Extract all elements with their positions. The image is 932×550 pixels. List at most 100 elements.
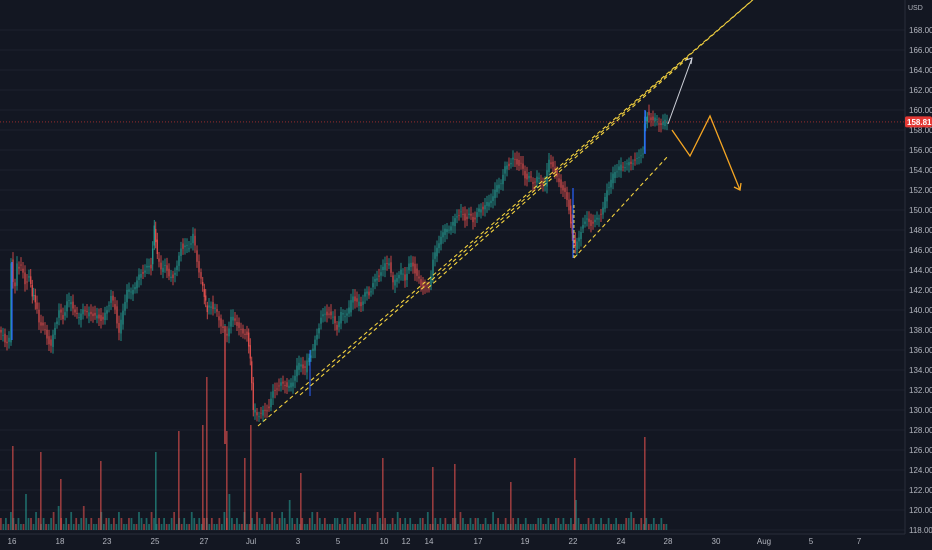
volume-bar xyxy=(188,524,191,530)
volume-bar xyxy=(434,518,437,530)
candle-body xyxy=(252,382,254,410)
candle-body xyxy=(466,216,468,220)
volume-bar xyxy=(462,518,464,530)
candle-body xyxy=(254,409,256,413)
volume-bar xyxy=(323,518,326,530)
candle-body xyxy=(50,339,52,346)
candle-body xyxy=(460,211,462,213)
candle-body xyxy=(290,382,292,388)
y-tick-label: 162.00 xyxy=(909,86,932,95)
candle-body xyxy=(52,334,54,347)
volume-bar xyxy=(331,524,334,530)
candle-body xyxy=(118,323,120,333)
candle-body xyxy=(98,314,100,319)
candle-body xyxy=(94,312,96,316)
volume-bar xyxy=(133,524,135,530)
volume-bar xyxy=(376,512,379,530)
volume-bar xyxy=(640,518,643,530)
volume-bar xyxy=(487,524,489,530)
candle-body xyxy=(490,200,492,204)
volume-bar xyxy=(386,524,389,530)
candle-body xyxy=(190,243,192,245)
volume-bar xyxy=(517,518,520,530)
candle-body xyxy=(370,291,372,293)
candle-body xyxy=(96,315,98,319)
volume-bar xyxy=(512,518,515,530)
volume-bar xyxy=(318,518,321,530)
candle-body xyxy=(418,276,420,279)
x-tick-label: 22 xyxy=(569,537,578,546)
y-tick-label: 128.00 xyxy=(909,426,932,435)
candle-body xyxy=(478,208,480,212)
volume-bar xyxy=(477,518,479,530)
volume-bar xyxy=(82,506,85,530)
volume-bar xyxy=(261,524,263,530)
candle-body xyxy=(402,273,404,275)
candle-body xyxy=(174,272,176,275)
volume-bar xyxy=(371,524,374,530)
candle-body xyxy=(484,205,486,210)
candle-body xyxy=(31,284,33,297)
volume-bar xyxy=(241,524,243,530)
volume-bar xyxy=(617,524,620,530)
candle-body xyxy=(616,171,618,173)
candle-body xyxy=(604,196,606,209)
volume-bar xyxy=(577,518,580,530)
volume-bar xyxy=(454,464,456,530)
volume-bar xyxy=(308,518,311,530)
volume-bar xyxy=(178,431,180,530)
projections xyxy=(667,57,742,191)
volume-bar xyxy=(560,524,562,530)
candle-body xyxy=(636,158,638,159)
volume-bar xyxy=(552,524,555,530)
candle-body xyxy=(504,166,506,174)
candle-body xyxy=(416,268,418,276)
candle-body xyxy=(40,322,42,326)
candle-body xyxy=(645,117,647,125)
x-axis[interactable]: 16 18 23 25 27 Jul 3 5 10 12 14 17 19 22 24 28 30 Aug 5 7 xyxy=(8,537,862,546)
candle-body xyxy=(234,318,236,321)
volume-bar xyxy=(258,518,261,530)
candle-body xyxy=(304,366,306,368)
candle-body xyxy=(244,333,246,336)
y-tick-label: 124.00 xyxy=(909,466,932,475)
volume-bar xyxy=(650,524,653,530)
candle-body xyxy=(74,309,76,313)
candle-body xyxy=(568,199,570,211)
candle-body xyxy=(542,183,544,186)
volume-bar xyxy=(600,518,602,530)
volume-bar xyxy=(190,512,193,530)
candle-body xyxy=(630,161,632,164)
candle-body xyxy=(376,278,378,281)
candle-body xyxy=(330,311,332,316)
volume-bar xyxy=(90,518,93,530)
candle-body xyxy=(178,255,180,266)
candle-body xyxy=(282,381,284,384)
candle-body xyxy=(420,279,422,286)
volume-bar xyxy=(524,518,527,530)
y-tick-label: 160.00 xyxy=(909,106,932,115)
volume-bar xyxy=(110,524,113,530)
candle-body xyxy=(656,119,658,121)
candle-body xyxy=(624,167,626,169)
x-tick-label: 5 xyxy=(809,537,814,546)
candle-body xyxy=(60,309,62,313)
candle-body xyxy=(506,165,508,170)
volume-bar xyxy=(233,524,236,530)
volume-bar xyxy=(436,524,439,530)
volume-bar xyxy=(339,524,341,530)
candle-body xyxy=(386,263,388,264)
y-tick-label: 118.00 xyxy=(909,526,932,535)
candle-body xyxy=(140,273,142,278)
volume-bar xyxy=(148,524,150,530)
y-axis[interactable]: 168.00 166.00 164.00 162.00 160.00 158.00 156.… xyxy=(909,26,932,535)
y-tick-label: 134.00 xyxy=(909,366,932,375)
candle-body xyxy=(364,292,366,297)
candle-body xyxy=(600,213,602,215)
candle-body xyxy=(488,202,490,207)
volume-bar xyxy=(522,524,525,530)
candle-body xyxy=(222,326,224,328)
candle-body xyxy=(18,266,20,269)
candle-body xyxy=(578,237,580,242)
